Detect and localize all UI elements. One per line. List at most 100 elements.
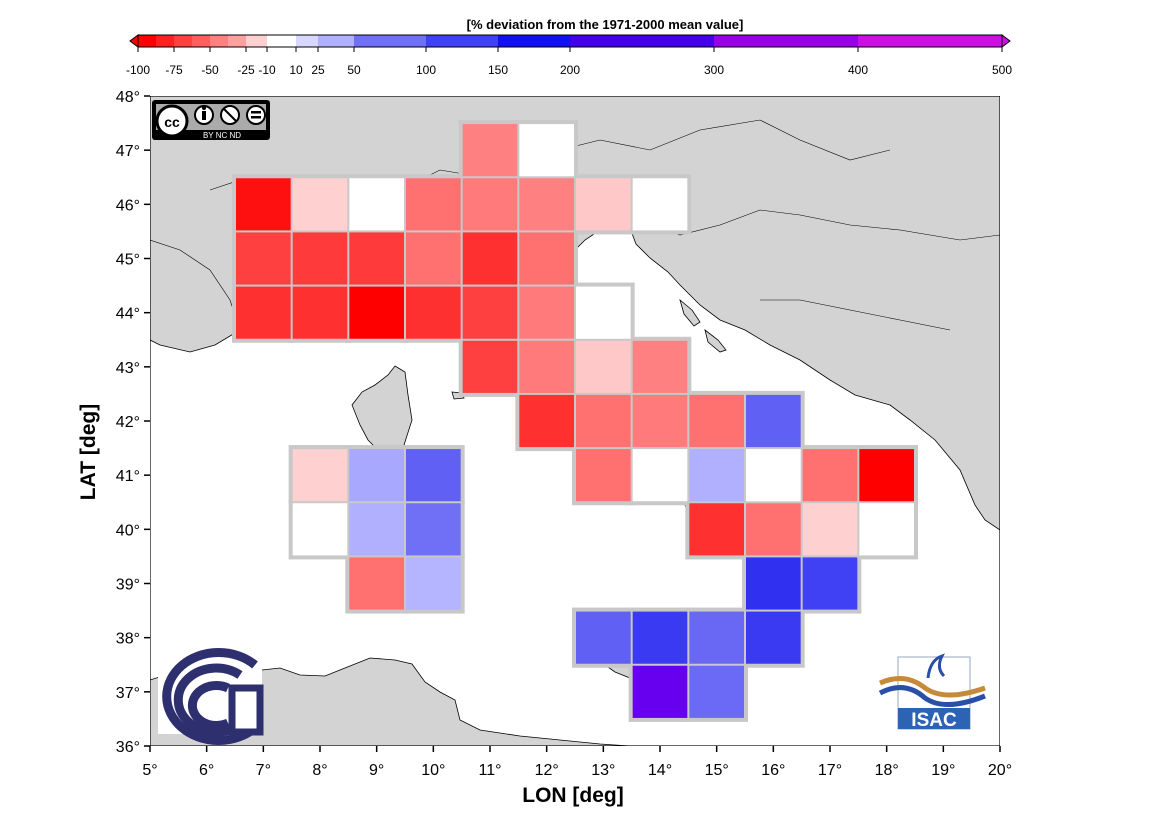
- y-tick-label: 38°: [116, 631, 140, 648]
- x-tick-label: 6°: [199, 762, 214, 779]
- y-axis-label: LAT [deg]: [77, 404, 100, 500]
- heatmap-cell: [462, 286, 518, 339]
- heatmap-cell: [292, 449, 348, 502]
- x-tick-label: 14°: [648, 762, 672, 779]
- heatmap-cell: [632, 665, 688, 718]
- heatmap-cell: [406, 178, 461, 231]
- heatmap-cell: [859, 503, 914, 556]
- heatmap-cell: [576, 611, 631, 664]
- colorbar-tick-label: 300: [704, 63, 724, 77]
- heatmap-cell: [632, 178, 688, 231]
- heatmap-cell: [689, 611, 744, 664]
- heatmap-cell: [406, 503, 461, 556]
- y-tick-label: 39°: [116, 577, 140, 594]
- isac-logo-icon: ISAC: [878, 653, 986, 731]
- colorbar-bin: [156, 35, 174, 47]
- colorbar-bin: [246, 35, 267, 47]
- y-tick-label: 47°: [116, 143, 140, 160]
- heatmap-cell: [519, 178, 574, 231]
- heatmap-cell: [292, 178, 348, 231]
- heatmap-cell: [462, 340, 518, 393]
- x-tick-label: 8°: [312, 762, 327, 779]
- colorbar-bin: [174, 35, 192, 47]
- x-tick-label: 7°: [256, 762, 271, 779]
- heatmap-cell: [292, 232, 348, 285]
- colorbar-bin: [354, 35, 426, 47]
- colorbar-tick-label: -25: [237, 63, 255, 77]
- heatmap-cell: [519, 232, 574, 285]
- heatmap-cell: [406, 449, 461, 502]
- heatmap-cell: [632, 611, 688, 664]
- heatmap-cell: [576, 286, 631, 339]
- colorbar-tick-label: 150: [488, 63, 508, 77]
- colorbar-bin: [296, 35, 318, 47]
- x-tick-label: 12°: [535, 762, 559, 779]
- heatmap-cell: [236, 178, 291, 231]
- land-croatian-islands: [679, 298, 701, 327]
- heatmap-cell: [746, 449, 801, 502]
- colorbar-bin: [426, 35, 498, 47]
- y-tick-label: 36°: [116, 739, 140, 756]
- y-tick-label: 43°: [116, 360, 140, 377]
- heatmap-cell: [576, 340, 631, 393]
- heatmap-cell: [859, 449, 914, 502]
- x-tick-label: 10°: [421, 762, 445, 779]
- heatmap-cell: [462, 124, 518, 177]
- heatmap-cell: [632, 394, 688, 448]
- colorbar-bin: [498, 35, 570, 47]
- data-cells: [232, 120, 918, 722]
- heatmap-cell: [632, 449, 688, 502]
- heatmap-cell: [746, 611, 801, 664]
- heatmap-cell: [406, 286, 461, 339]
- cc-by-nc-nd-icon: cc BY NC ND: [152, 100, 270, 140]
- x-tick-label: 19°: [931, 762, 955, 779]
- heatmap-cell: [349, 503, 404, 556]
- heatmap-cell: [519, 394, 574, 448]
- colorbar-tick-label: -100: [126, 63, 150, 77]
- x-tick-label: 5°: [142, 762, 157, 779]
- heatmap-cell: [349, 232, 404, 285]
- x-tick-label: 20°: [988, 762, 1012, 779]
- axes: 5° 6° 7° 8° 9° 10° 11° 12° 13° 14° 15° 16° 17° 18° 19°…: [116, 89, 1012, 779]
- heatmap-cell: [406, 232, 461, 285]
- colorbar-title: [% deviation from the 1971-2000 mean val…: [467, 17, 744, 32]
- license-text: BY NC ND: [203, 131, 241, 140]
- colorbar-bin: [714, 35, 858, 47]
- y-tick-label: 48°: [116, 89, 140, 106]
- y-tick-label: 44°: [116, 306, 140, 323]
- colorbar-tick-label: 200: [560, 63, 580, 77]
- heatmap-cell: [519, 286, 574, 339]
- x-tick-label: 18°: [875, 762, 899, 779]
- cnr-logo-icon: [158, 648, 264, 745]
- colorbar-tick-label: -10: [258, 63, 276, 77]
- x-tick-label: 11°: [478, 762, 501, 779]
- x-tick-label: 17°: [818, 762, 842, 779]
- heatmap-cell: [802, 557, 858, 610]
- isac-logo-text: ISAC: [911, 710, 957, 731]
- heatmap-cell: [576, 178, 631, 231]
- x-tick-label: 9°: [369, 762, 384, 779]
- colorbar-ticks: -100 -75 -50 -25 -10 10 25 50 100 150 200 300 400 500: [126, 47, 1012, 77]
- svg-text:cc: cc: [164, 114, 180, 130]
- map: [150, 96, 1000, 746]
- colorbar-bin: [228, 35, 246, 47]
- x-tick-label: 16°: [761, 762, 785, 779]
- heatmap-cell: [746, 394, 801, 448]
- heatmap-cell: [236, 286, 291, 339]
- heatmap-cell: [746, 503, 801, 556]
- colorbar-tick-label: 100: [416, 63, 436, 77]
- heatmap-cell: [406, 557, 461, 610]
- heatmap-cell: [802, 449, 858, 502]
- y-tick-label: 40°: [116, 522, 140, 539]
- colorbar-tick-label: 10: [289, 63, 303, 77]
- colorbar-bins: [138, 35, 1002, 47]
- colorbar-tick-label: 500: [992, 63, 1012, 77]
- heatmap-cell: [236, 232, 291, 285]
- colorbar-bin: [210, 35, 228, 47]
- colorbar-bin: [192, 35, 210, 47]
- colorbar: [% deviation from the 1971-2000 mean val…: [126, 17, 1012, 77]
- heatmap-cell: [519, 124, 574, 177]
- heatmap-cell: [292, 286, 348, 339]
- colorbar-bin: [138, 35, 156, 47]
